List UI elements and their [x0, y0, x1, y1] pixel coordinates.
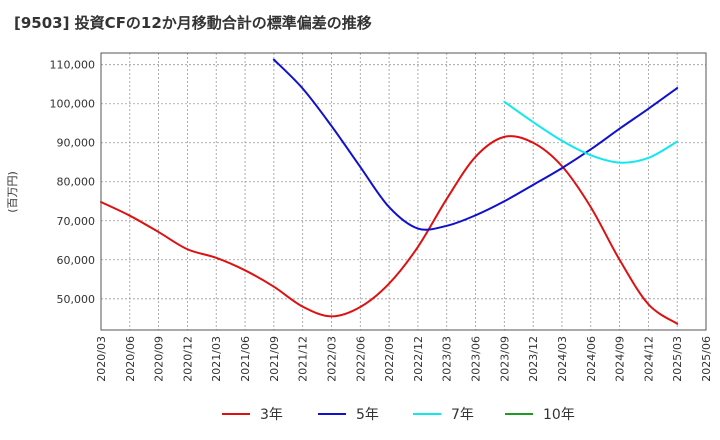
x-tick-label: 2024/09: [614, 336, 627, 382]
x-tick-label: 2020/12: [181, 336, 194, 382]
legend-label-4: 10年: [543, 407, 575, 423]
series-line-1: [100, 135, 679, 325]
x-tick-label: 2020/09: [153, 336, 166, 382]
x-tick-label: 2020/03: [95, 336, 108, 382]
x-tick-label: 2023/12: [527, 336, 540, 382]
chart-title: [9503] 投資CFの12か月移動合計の標準偏差の推移: [14, 14, 372, 32]
y-tick-label: 110,000: [50, 59, 96, 72]
y-tick-label: 60,000: [57, 254, 96, 267]
series-line-3: [503, 100, 679, 164]
x-tick-label: 2021/03: [210, 336, 223, 382]
series-line-2: [272, 58, 679, 231]
x-tick-label: 2024/03: [556, 336, 569, 382]
y-axis: 50,000 60,000 70,000 80,000 90,000 100,000 110…: [50, 59, 96, 306]
legend: 3年 5年 7年 10年: [222, 407, 575, 423]
x-tick-label: 2021/09: [268, 336, 281, 382]
series-layer: [100, 58, 679, 325]
legend-label-1: 3年: [260, 407, 283, 423]
x-axis: 2020/03 2020/06 2020/09 2020/12 2021/03 2021/…: [95, 336, 713, 382]
x-tick-label: 2021/12: [297, 336, 310, 382]
legend-label-3: 7年: [451, 407, 474, 423]
x-tick-label: 2024/12: [642, 336, 655, 382]
x-tick-label: 2022/03: [325, 336, 338, 382]
x-tick-label: 2023/06: [470, 336, 483, 382]
plot-frame: [100, 52, 707, 331]
x-tick-label: 2022/12: [412, 336, 425, 382]
y-tick-label: 70,000: [57, 215, 96, 228]
x-tick-label: 2023/03: [441, 336, 454, 382]
y-tick-label: 80,000: [57, 176, 96, 189]
x-tick-label: 2020/06: [124, 336, 137, 382]
x-tick-label: 2022/09: [383, 336, 396, 382]
grid: [100, 53, 707, 330]
x-tick-label: 2025/06: [700, 336, 713, 382]
x-tick-label: 2024/06: [585, 336, 598, 382]
legend-label-2: 5年: [356, 407, 379, 423]
x-tick-label: 2022/06: [354, 336, 367, 382]
y-tick-label: 100,000: [50, 98, 96, 111]
y-tick-label: 50,000: [57, 293, 96, 306]
y-axis-label: (百万円): [6, 171, 19, 213]
x-tick-label: 2021/06: [239, 336, 252, 382]
x-tick-label: 2023/09: [498, 336, 511, 382]
x-tick-label: 2025/03: [671, 336, 684, 382]
y-tick-label: 90,000: [57, 137, 96, 150]
